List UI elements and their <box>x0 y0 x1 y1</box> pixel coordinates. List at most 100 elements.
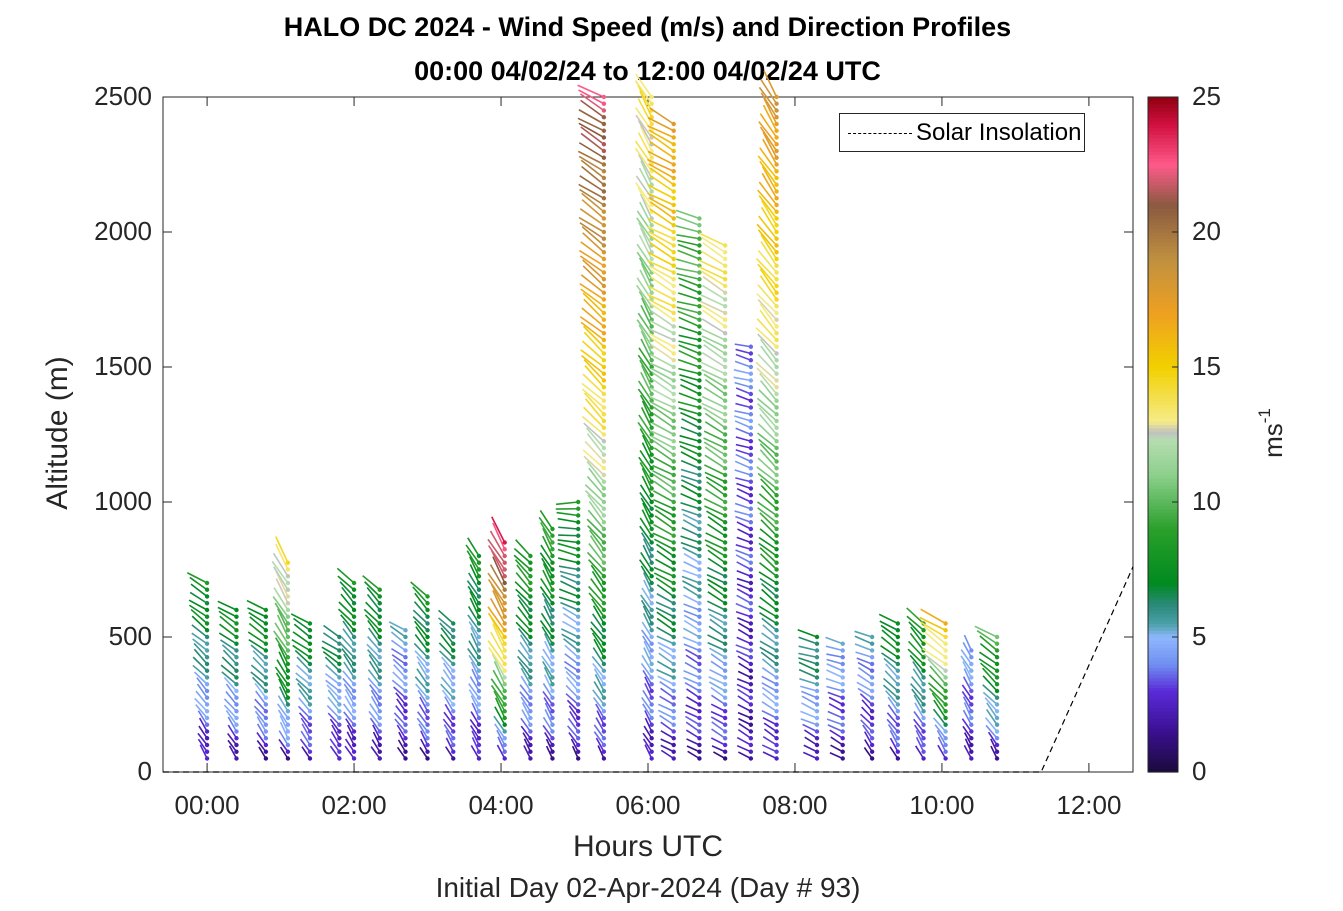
wind-barb-dot <box>649 358 654 363</box>
wind-barb-dot <box>204 688 210 694</box>
wind-barb <box>324 672 340 685</box>
wind-barb-dot <box>285 675 291 680</box>
wind-barb <box>756 367 778 388</box>
wind-barb <box>656 669 675 679</box>
wind-barb <box>397 739 407 753</box>
wind-barb-dot <box>671 398 676 403</box>
wind-barb-dot <box>649 513 654 518</box>
wind-barb <box>635 181 653 206</box>
wind-barb <box>677 292 700 301</box>
wind-barb-dot <box>476 567 482 572</box>
wind-barb-dot <box>476 580 482 586</box>
wind-barb <box>542 690 554 705</box>
wind-barb-dot <box>601 580 607 586</box>
wind-barb-dot <box>476 641 482 646</box>
wind-barb <box>700 294 726 307</box>
wind-barb <box>962 641 973 658</box>
wind-barb-dot <box>502 702 507 707</box>
wind-barb-dot <box>351 715 357 721</box>
colorbar-segment <box>1148 272 1178 277</box>
wind-barb-dot <box>601 587 607 592</box>
wind-barb-dot <box>774 621 779 626</box>
wind-barb <box>336 567 355 584</box>
wind-barb-dot <box>550 742 555 748</box>
colorbar-unit-exponent: -1 <box>1255 408 1275 424</box>
wind-barb-dot <box>722 270 728 275</box>
wind-barb <box>825 636 844 645</box>
wind-barb <box>678 440 700 449</box>
colorbar-segment <box>1148 140 1178 145</box>
wind-barb-dot <box>921 661 926 667</box>
wind-barb-dot <box>943 621 948 626</box>
colorbar-segment <box>1148 427 1178 432</box>
wind-barb <box>758 86 778 111</box>
wind-barb-dot <box>234 695 239 700</box>
colorbar-segment <box>1148 178 1178 182</box>
wind-barb <box>488 647 506 672</box>
wind-barb-dot <box>814 702 820 707</box>
wind-barb <box>854 635 873 645</box>
wind-barb-dot <box>671 526 676 532</box>
wind-barb <box>388 621 406 631</box>
colorbar-segment <box>1148 319 1178 324</box>
wind-barb <box>371 739 381 753</box>
wind-barb <box>414 650 429 665</box>
wind-barb <box>889 729 899 746</box>
wind-barb <box>686 745 700 753</box>
wind-barb <box>707 583 726 598</box>
wind-barb-dot <box>337 648 342 653</box>
wind-barb <box>521 709 532 726</box>
wind-barb-dot <box>748 655 754 660</box>
colorbar-segment <box>1148 191 1178 196</box>
wind-barb <box>542 648 554 665</box>
wind-barb-dot <box>528 580 533 586</box>
wind-barb-dot <box>969 729 974 734</box>
wind-barb <box>564 644 579 658</box>
wind-barb-dot <box>774 452 779 457</box>
wind-barb <box>963 634 973 651</box>
wind-barb <box>737 670 752 679</box>
wind-barb-dot <box>502 688 507 694</box>
wind-barb <box>982 667 998 685</box>
wind-barb <box>327 689 340 705</box>
wind-barb-dot <box>814 749 820 754</box>
wind-barb <box>640 497 653 516</box>
wind-barb-dot <box>748 358 754 363</box>
wind-barb-dot <box>601 695 607 700</box>
wind-barb <box>680 535 700 544</box>
wind-barb-dot <box>774 540 779 545</box>
wind-barb <box>680 492 700 503</box>
wind-barb <box>759 596 778 611</box>
wind-barb-dot <box>550 661 555 667</box>
wind-barb <box>708 676 726 685</box>
wind-barb <box>517 606 532 624</box>
wind-barb-dot <box>502 614 507 619</box>
wind-barb <box>277 608 289 631</box>
wind-barb <box>467 606 480 624</box>
wind-barb-dot <box>528 682 533 687</box>
wind-barb-dot <box>575 567 581 572</box>
wind-barb <box>759 562 778 577</box>
colorbar-segment <box>1148 218 1178 223</box>
wind-barb-dot <box>649 290 654 295</box>
wind-barb-dot <box>649 553 654 559</box>
wind-barb <box>826 685 843 692</box>
wind-barb-dot <box>697 270 702 275</box>
wind-barb-dot <box>234 668 239 673</box>
wind-barb <box>275 571 289 597</box>
wind-barb <box>543 605 554 624</box>
wind-barb-dot <box>895 628 901 633</box>
wind-barb <box>735 348 752 355</box>
wind-barb-dot <box>774 547 779 552</box>
wind-barb-dot <box>575 695 581 700</box>
wind-barb-dot <box>550 540 555 545</box>
wind-barb <box>469 564 480 584</box>
wind-barb <box>757 432 778 449</box>
wind-barb-dot <box>550 587 555 592</box>
wind-barb-dot <box>425 621 430 626</box>
wind-barb-dot <box>722 695 728 700</box>
wind-barb <box>225 683 238 699</box>
colorbar-segment <box>1148 724 1178 729</box>
wind-barb-dot <box>601 324 607 329</box>
wind-barb-dot <box>671 412 676 417</box>
